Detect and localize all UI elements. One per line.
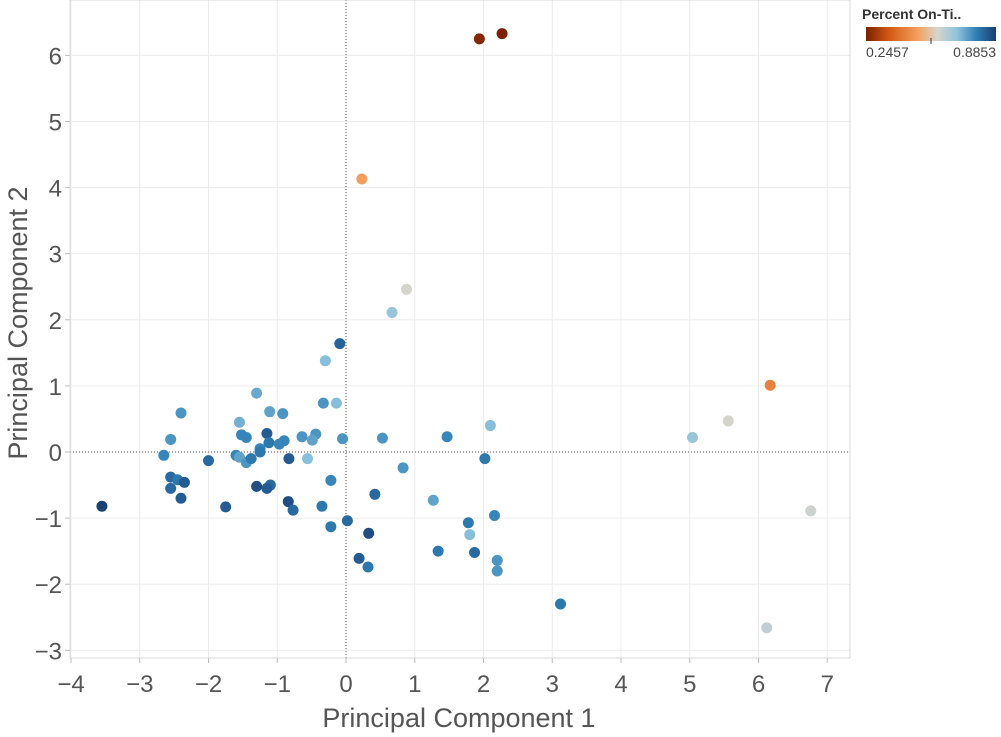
x-tick-label: 4 [614, 671, 627, 698]
legend-color-ramp [866, 27, 996, 41]
x-tick-label: 5 [683, 671, 696, 698]
data-point[interactable] [261, 427, 273, 439]
data-point[interactable] [283, 453, 295, 465]
data-point[interactable] [158, 449, 170, 461]
data-point[interactable] [441, 431, 453, 443]
data-point[interactable] [489, 509, 500, 521]
data-point[interactable] [165, 433, 177, 445]
x-tick-label: −1 [264, 671, 291, 698]
data-point[interactable] [761, 622, 773, 634]
data-point[interactable] [261, 482, 273, 494]
x-tick-label: −2 [195, 671, 222, 698]
data-point[interactable] [496, 28, 508, 40]
data-point[interactable] [240, 431, 252, 443]
x-tick-label: −4 [57, 671, 84, 698]
data-point[interactable] [805, 505, 817, 517]
data-point[interactable] [369, 488, 381, 500]
plot-frame [69, 0, 851, 659]
data-point[interactable] [491, 565, 503, 577]
data-point[interactable] [353, 552, 365, 564]
data-point[interactable] [245, 453, 257, 465]
data-point[interactable] [263, 437, 275, 449]
data-point[interactable] [722, 415, 734, 427]
axis-ticks: −4 −3 −2 −1 0 1 2 3 4 5 6 7 −3 −2 −1 0 1 2 3 4 5 6 [35, 43, 834, 698]
data-point[interactable] [278, 435, 290, 447]
x-axis-title: Principal Component 1 [322, 703, 595, 733]
data-point[interactable] [319, 355, 331, 367]
data-point[interactable] [473, 33, 485, 45]
data-point[interactable] [325, 521, 337, 533]
y-tick-label: −1 [35, 506, 62, 533]
y-tick-label: −3 [35, 638, 62, 665]
data-points [96, 28, 817, 634]
data-point[interactable] [330, 397, 342, 409]
grid-lines [70, 0, 850, 658]
data-point[interactable] [462, 517, 474, 529]
data-point[interactable] [432, 545, 444, 557]
data-point[interactable] [427, 494, 439, 506]
x-tick-label: 0 [339, 671, 352, 698]
data-point[interactable] [401, 283, 412, 295]
data-point[interactable] [317, 397, 329, 409]
data-point[interactable] [233, 416, 245, 428]
data-point[interactable] [325, 474, 337, 486]
data-point[interactable] [175, 492, 187, 504]
data-point[interactable] [302, 453, 313, 465]
legend-max-label: 0.8853 [953, 44, 996, 60]
data-point[interactable] [296, 431, 308, 443]
data-point[interactable] [251, 387, 263, 399]
y-tick-label: 0 [49, 440, 62, 467]
color-legend[interactable]: Percent On-Ti.. 0.2457 0.8853 [862, 6, 996, 60]
x-tick-label: 3 [546, 671, 559, 698]
y-tick-label: 6 [49, 43, 62, 70]
data-point[interactable] [764, 379, 776, 391]
data-point[interactable] [484, 420, 496, 432]
data-point[interactable] [316, 500, 328, 512]
data-point[interactable] [165, 482, 177, 494]
legend-title: Percent On-Ti.. [862, 6, 961, 22]
data-point[interactable] [362, 561, 374, 573]
data-point[interactable] [277, 408, 289, 420]
x-tick-label: 7 [821, 671, 834, 698]
data-point[interactable] [555, 598, 566, 610]
y-tick-label: 4 [49, 176, 62, 203]
data-point[interactable] [220, 501, 232, 513]
x-tick-label: −3 [126, 671, 153, 698]
data-point[interactable] [251, 480, 263, 492]
x-tick-label: 1 [408, 671, 421, 698]
y-tick-label: 5 [49, 110, 62, 137]
data-point[interactable] [203, 455, 214, 467]
data-point[interactable] [334, 338, 346, 350]
data-point[interactable] [264, 406, 276, 418]
data-point[interactable] [287, 504, 299, 516]
x-tick-label: 2 [477, 671, 490, 698]
data-point[interactable] [687, 431, 698, 443]
data-point[interactable] [356, 173, 368, 185]
data-point[interactable] [397, 462, 409, 474]
data-point[interactable] [306, 434, 318, 446]
y-tick-label: 3 [49, 242, 62, 269]
data-point[interactable] [337, 433, 349, 445]
y-tick-label: −2 [35, 572, 62, 599]
data-point[interactable] [363, 527, 375, 539]
data-point[interactable] [491, 554, 503, 566]
data-point[interactable] [341, 515, 353, 527]
data-point[interactable] [96, 500, 108, 512]
x-tick-label: 6 [752, 671, 765, 698]
data-point[interactable] [376, 432, 388, 444]
zero-lines [70, 0, 850, 658]
data-point[interactable] [178, 476, 190, 488]
y-axis-title: Principal Component 2 [3, 186, 33, 459]
y-tick-label: 2 [49, 308, 62, 335]
data-point[interactable] [386, 307, 398, 319]
data-point[interactable] [469, 546, 481, 558]
data-point[interactable] [282, 496, 294, 508]
data-point[interactable] [464, 529, 476, 541]
data-point[interactable] [254, 446, 266, 458]
data-point[interactable] [479, 453, 491, 465]
data-point[interactable] [175, 407, 187, 419]
legend-min-label: 0.2457 [866, 44, 909, 60]
y-tick-label: 1 [49, 374, 62, 401]
